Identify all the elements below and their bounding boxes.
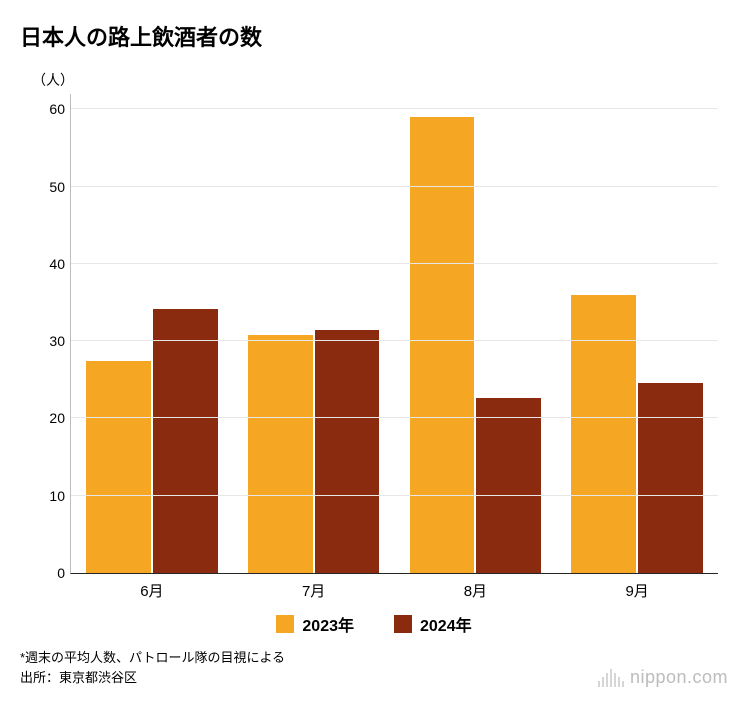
legend-swatch [394,615,412,633]
x-tick-label: 8月 [464,580,487,601]
y-tick-label: 10 [27,488,65,504]
gridline [71,186,718,187]
bar-groups: 6月7月8月9月 [71,94,718,573]
bar [153,309,218,573]
plot-area: 6月7月8月9月 0102030405060 [70,94,718,574]
bar [571,295,636,573]
bar-group: 9月 [556,94,718,573]
y-axis-label: （人） [20,70,728,90]
y-tick-label: 60 [27,101,65,117]
gridline [71,417,718,418]
chart-area: 6月7月8月9月 0102030405060 [20,94,728,574]
y-tick-label: 30 [27,333,65,349]
bar [476,398,541,573]
y-tick-label: 20 [27,410,65,426]
y-tick-label: 0 [27,565,65,581]
bar [86,361,151,573]
bar [248,335,313,573]
legend-item: 2023年 [276,612,354,636]
gridline [71,340,718,341]
y-tick-label: 40 [27,256,65,272]
legend-label: 2023年 [302,612,354,636]
gridline [71,108,718,109]
bar-group: 6月 [71,94,233,573]
chart-title: 日本人の路上飲酒者の数 [20,20,728,52]
bar-group: 8月 [395,94,557,573]
logo-text: nippon.com [630,667,728,688]
legend-item: 2024年 [394,612,472,636]
y-tick-label: 50 [27,179,65,195]
legend-label: 2024年 [420,612,472,636]
chart-container: 日本人の路上飲酒者の数 （人） 6月7月8月9月 0102030405060 2… [0,0,748,702]
legend: 2023年 2024年 [20,612,728,636]
x-tick-label: 7月 [302,580,325,601]
bar-group: 7月 [233,94,395,573]
footnote-line-1: *週末の平均人数、パトロール隊の目視による [20,648,728,668]
legend-swatch [276,615,294,633]
x-tick-label: 6月 [140,580,163,601]
gridline [71,495,718,496]
gridline [71,263,718,264]
logo-bars-icon [598,669,624,687]
x-tick-label: 9月 [625,580,648,601]
source-logo: nippon.com [598,667,728,688]
bar [315,330,380,573]
bar [638,383,703,573]
